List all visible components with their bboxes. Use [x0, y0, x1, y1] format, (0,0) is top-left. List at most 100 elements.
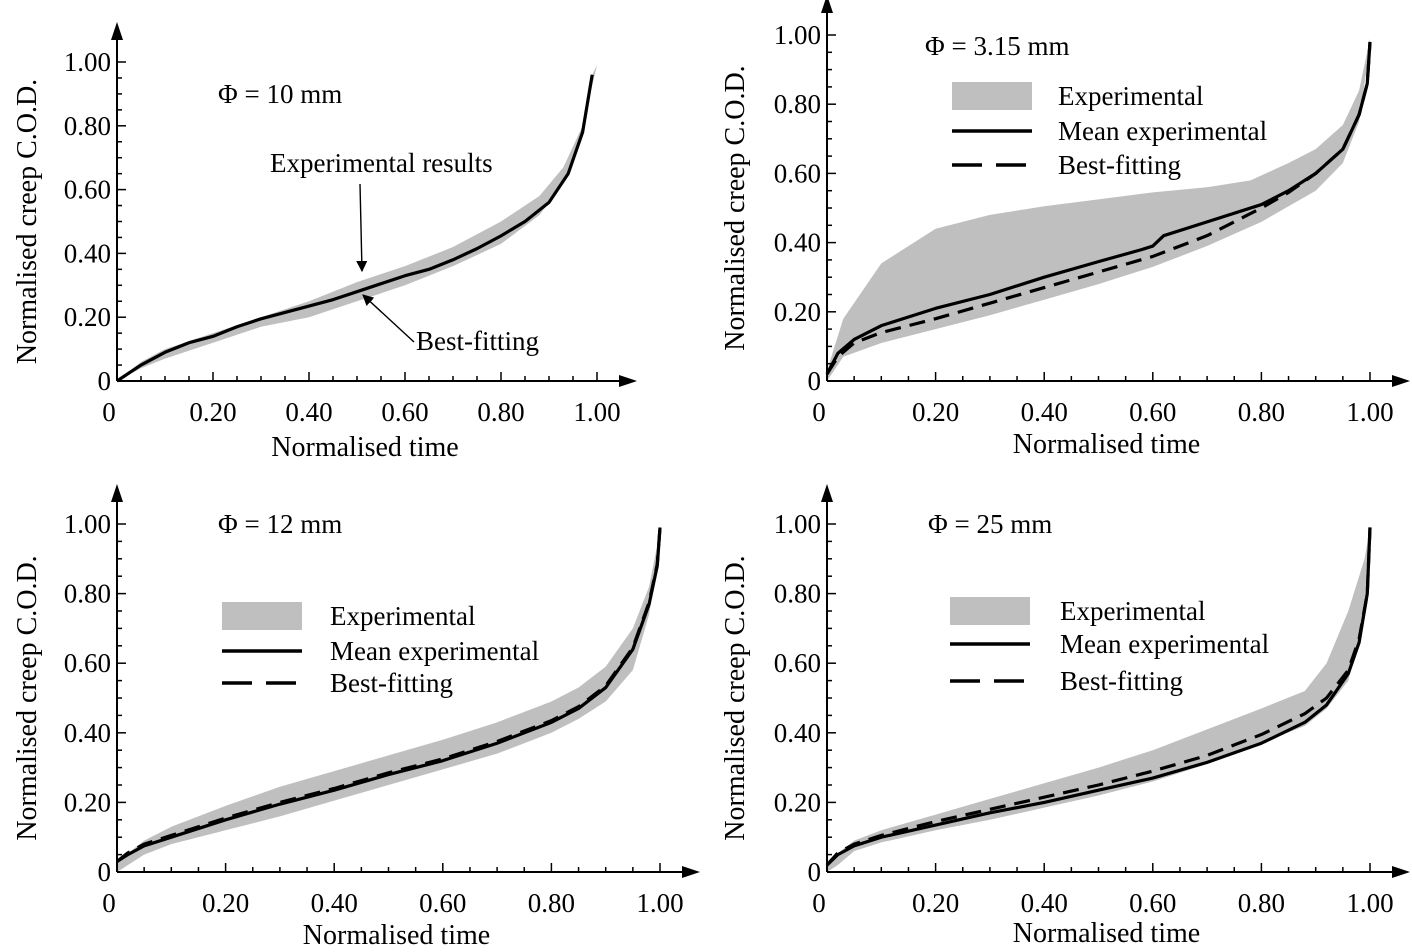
y-axis-arrow [111, 22, 123, 40]
x-tick-label: 0 [812, 888, 826, 918]
x-tick-label: 0.40 [311, 888, 358, 918]
series-line-best-fitting [115, 527, 662, 863]
experimental-band [827, 38, 1370, 382]
diameter-annotation: Φ = 12 mm [218, 509, 342, 539]
x-axis-arrow [1392, 866, 1410, 878]
x-tick-label: 0 [102, 888, 116, 918]
x-axis-title: Normalised time [303, 920, 490, 951]
y-tick-label: 0.60 [64, 648, 111, 678]
y-tick-label: 1.00 [774, 509, 821, 539]
legend-label: Mean experimental [330, 636, 539, 666]
x-tick-label: 0.80 [528, 888, 575, 918]
callout-arrow [362, 294, 415, 343]
x-tick-label: 0.20 [912, 888, 959, 918]
y-axis-title: Normalised creep C.O.D. [720, 555, 751, 840]
y-tick-label: 0.40 [774, 228, 821, 258]
y-tick-label: 1.00 [774, 20, 821, 50]
panel-4: 0 0.20 0.40 0.60 0.80 1.00 0 0.20 0.40 0.60 0.80 1.… [720, 484, 1410, 949]
legend-label: Experimental [1060, 596, 1205, 626]
y-tick-label: 0.40 [774, 718, 821, 748]
series-line-mean [825, 41, 1372, 375]
callout-label: Best-fitting [416, 326, 539, 356]
y-axis-title: Normalised creep C.O.D. [720, 65, 751, 350]
series-line-best-fitting [825, 527, 1372, 867]
diameter-annotation: Φ = 10 mm [218, 79, 342, 109]
x-axis-arrow [619, 375, 637, 387]
x-tick-label: 0 [102, 397, 116, 427]
y-axis-title: Normalised creep C.O.D. [12, 79, 43, 364]
y-tick-label: 0 [808, 857, 822, 887]
x-tick-label: 0.80 [1238, 397, 1285, 427]
x-axis-title: Normalised time [1013, 918, 1200, 949]
x-tick-label: 0.20 [912, 397, 959, 427]
x-tick-label: 1.00 [573, 397, 620, 427]
y-tick-label: 0.20 [64, 787, 111, 817]
legend: Experimental Mean experimental Best-fittin… [952, 81, 1267, 180]
legend: Experimental Mean experimentalBest-fittin… [222, 601, 539, 698]
y-tick-label: 0 [98, 366, 112, 396]
legend-label: Mean experimental [1060, 629, 1269, 659]
diameter-annotation: Φ = 3.15 mm [925, 31, 1069, 61]
y-tick-label: 0.20 [64, 302, 111, 332]
legend-label: Experimental [330, 601, 475, 631]
diameter-annotation: Φ = 25 mm [928, 509, 1052, 539]
y-tick-label: 0 [98, 857, 112, 887]
y-tick-label: 0.60 [774, 158, 821, 188]
legend-label: Best-fitting [1060, 666, 1183, 696]
x-axis-title: Normalised time [271, 432, 458, 463]
y-tick-label: 0.40 [64, 718, 111, 748]
y-tick-label: 0.80 [64, 111, 111, 141]
x-tick-label: 0.80 [477, 397, 524, 427]
series-line-mean [825, 527, 1372, 867]
legend-swatch-experimental [222, 602, 302, 630]
series-line-mean [116, 74, 594, 383]
panel-3: 0 0.20 0.40 0.60 0.80 1.00 0 0.20 0.40 0.60 0.80 1.… [12, 484, 700, 951]
callout-arrow [356, 183, 368, 273]
x-tick-label: 0.40 [1021, 397, 1068, 427]
y-axis-title: Normalised creep C.O.D. [12, 555, 43, 840]
y-tick-label: 0.80 [774, 579, 821, 609]
x-tick-label: 0.40 [1021, 888, 1068, 918]
x-axis-arrow [1392, 375, 1410, 387]
legend-label: Best-fitting [330, 668, 453, 698]
y-tick-label: 0.80 [774, 89, 821, 119]
experimental-band [827, 527, 1370, 872]
x-tick-label: 0.40 [285, 397, 332, 427]
x-tick-label: 0.20 [189, 397, 236, 427]
y-tick-label: 1.00 [64, 47, 111, 77]
legend-label: Best-fitting [1058, 150, 1181, 180]
x-tick-label: 0.60 [1129, 397, 1176, 427]
y-tick-label: 0 [808, 366, 822, 396]
y-tick-label: 0.60 [774, 648, 821, 678]
x-axis-arrow [682, 866, 700, 878]
y-axis-arrow [821, 484, 833, 502]
callout-label: Experimental results [270, 148, 493, 178]
series-line-best-fitting [825, 41, 1372, 375]
legend-swatch-experimental [952, 82, 1032, 110]
y-tick-label: 0.20 [774, 787, 821, 817]
y-tick-label: 0.20 [774, 297, 821, 327]
y-tick-label: 0.40 [64, 238, 111, 268]
x-axis-title: Normalised time [1013, 429, 1200, 460]
x-tick-label: 0.80 [1238, 888, 1285, 918]
y-tick-label: 1.00 [64, 509, 111, 539]
y-tick-label: 0.60 [64, 175, 111, 205]
panel-1: 0 0.20 0.40 0.60 0.80 1.00 0 0.20 0.40 0.60 0.80 1.… [12, 22, 637, 463]
y-axis-arrow [821, 0, 833, 13]
x-tick-label: 0 [812, 397, 826, 427]
legend-label: Mean experimental [1058, 116, 1267, 146]
legend-label: Experimental [1058, 81, 1203, 111]
x-tick-label: 0.60 [1129, 888, 1176, 918]
x-tick-label: 1.00 [1346, 397, 1393, 427]
x-tick-label: 1.00 [1346, 888, 1393, 918]
y-axis-arrow [111, 484, 123, 502]
y-tick-label: 0.80 [64, 579, 111, 609]
panel-2: 0 0.20 0.40 0.60 0.80 1.00 0 0.20 0.40 0.60 0.80 1.… [720, 0, 1410, 460]
x-tick-label: 1.00 [636, 888, 683, 918]
legend-swatch-experimental [950, 597, 1030, 625]
experimental-band [117, 530, 660, 872]
x-tick-label: 0.60 [419, 888, 466, 918]
experimental-band [117, 65, 597, 381]
